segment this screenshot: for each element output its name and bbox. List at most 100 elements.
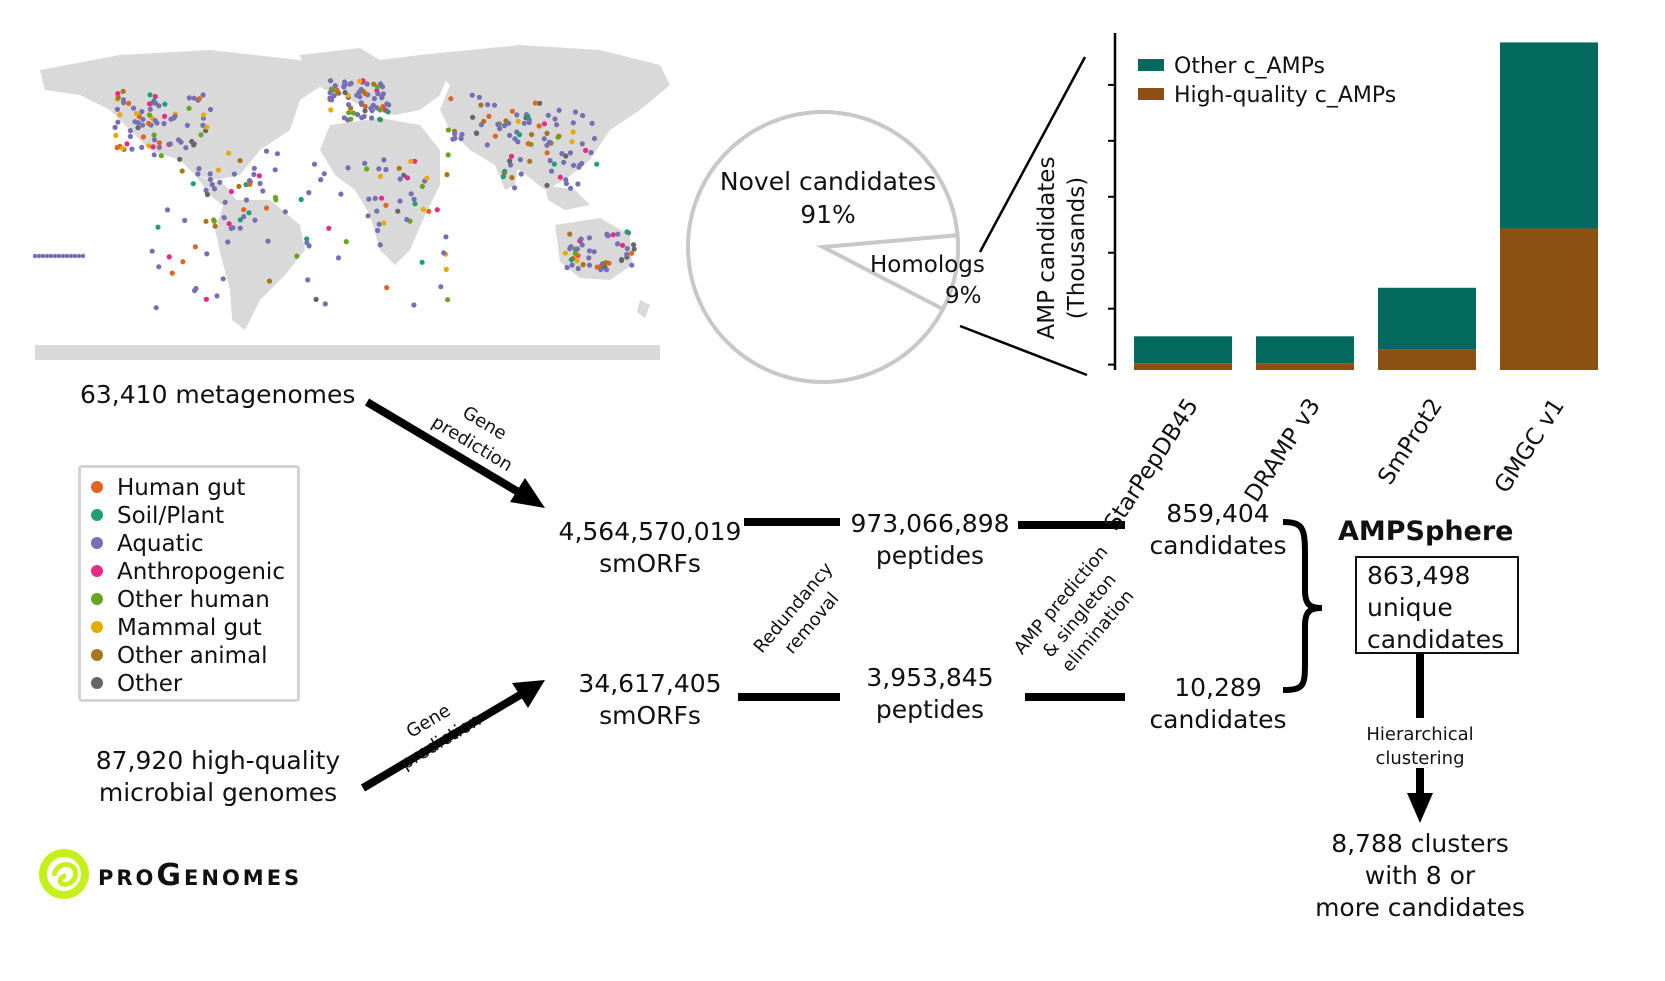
sample-dot [575, 265, 581, 272]
sample-dot [445, 152, 451, 158]
sample-dot [182, 217, 188, 223]
sample-dot [129, 146, 135, 152]
sample-dot [306, 190, 312, 196]
sample-dot [112, 124, 118, 130]
legend-dot-icon [91, 564, 103, 577]
sample-dot [518, 171, 524, 177]
ampsphere-unique-box: 863,498 unique candidates [1355, 556, 1519, 654]
sample-dot [574, 258, 580, 264]
sample-dot [207, 176, 213, 183]
sample-dot [304, 236, 310, 242]
sample-dot [52, 253, 58, 259]
legend-item: Other human [91, 586, 270, 614]
sample-dot [44, 253, 50, 259]
sample-dot [192, 244, 198, 250]
gene-prediction-arrow-bottom [360, 680, 545, 792]
sample-dot [266, 278, 273, 284]
sample-dot [377, 173, 383, 179]
sample-dot [572, 250, 578, 256]
sample-dot [331, 93, 337, 99]
sample-dot [575, 181, 581, 187]
sample-dot [486, 113, 492, 119]
sample-dot [343, 239, 349, 245]
sample-dot [586, 262, 593, 268]
sample-dot [152, 93, 158, 100]
sample-dot [559, 151, 565, 157]
sample-dot [364, 81, 370, 87]
sample-dot [624, 246, 630, 252]
sample-dot [624, 251, 630, 257]
gene-prediction-arrow-top [364, 398, 545, 508]
sample-dot [445, 127, 451, 133]
sample-dot [359, 115, 365, 121]
legend-label-other: Other c_AMPs [1174, 54, 1325, 79]
sample-dot [383, 202, 389, 208]
sample-dot [139, 144, 145, 150]
sample-dot [146, 112, 152, 118]
sample-dot [586, 255, 592, 261]
sample-dot [172, 113, 178, 119]
sample-dot [327, 78, 334, 84]
bar-segment [1378, 287, 1476, 350]
sample-dot [256, 173, 262, 179]
sample-dot [201, 112, 207, 118]
sample-dot [243, 197, 250, 203]
pie-homolog-label: Homologs [870, 252, 985, 278]
sample-dot [485, 102, 491, 108]
legend-item: Other [91, 670, 182, 698]
cand-meta-unit: candidates [1149, 531, 1287, 560]
sample-dot [211, 186, 218, 192]
sample-dot [226, 221, 232, 227]
sample-dot [355, 112, 361, 118]
peptides-genome: 3,953,845 peptides [840, 662, 1020, 726]
sample-dot [192, 288, 198, 294]
sample-dot [222, 199, 228, 205]
sample-dot [514, 112, 520, 118]
sample-dot [358, 100, 364, 106]
sample-dot [619, 257, 625, 263]
sample-dot [630, 242, 637, 248]
sample-dot [458, 135, 464, 142]
sample-dot [204, 191, 210, 198]
sample-dot [127, 128, 133, 134]
sample-dot [470, 114, 476, 120]
peptides-meta-unit: peptides [875, 541, 985, 570]
sample-dot [318, 177, 324, 183]
sample-dot [408, 191, 414, 197]
ampsphere-title: AMPSphere [1338, 516, 1514, 547]
sample-dot [338, 191, 344, 197]
sample-dot [251, 171, 257, 178]
sample-dot [594, 161, 600, 167]
sample-dot [563, 153, 569, 159]
sample-dot [385, 109, 391, 115]
sample-dot [252, 217, 258, 223]
sample-dot [326, 225, 332, 231]
sample-dot [347, 81, 353, 87]
sample-dot [322, 301, 328, 307]
sample-dot [443, 266, 449, 272]
sample-dot [140, 116, 146, 122]
sample-dot [162, 101, 168, 107]
sample-dot [379, 195, 385, 201]
sample-dot [156, 264, 162, 270]
legend-dot-icon [91, 508, 103, 521]
sample-dot [570, 120, 576, 126]
sample-dot [452, 131, 458, 137]
sample-dot [114, 106, 120, 112]
sample-dot [372, 195, 378, 201]
bar-segment [1378, 349, 1476, 370]
sample-dots [32, 78, 637, 311]
legend-item: Other animal [91, 642, 268, 670]
sample-dot [521, 120, 527, 126]
peptides-metagenome: 973,066,898 peptides [840, 508, 1020, 572]
sample-dot [548, 168, 555, 174]
sample-dot [115, 95, 121, 101]
sample-dot [508, 153, 515, 159]
sample-dot [212, 223, 218, 229]
sample-dot [348, 105, 354, 111]
sample-dot [552, 116, 558, 122]
clusters-line3: more candidates [1315, 893, 1525, 922]
metagenomes-count: 63,410 metagenomes [80, 380, 356, 409]
sample-dot [412, 201, 418, 207]
